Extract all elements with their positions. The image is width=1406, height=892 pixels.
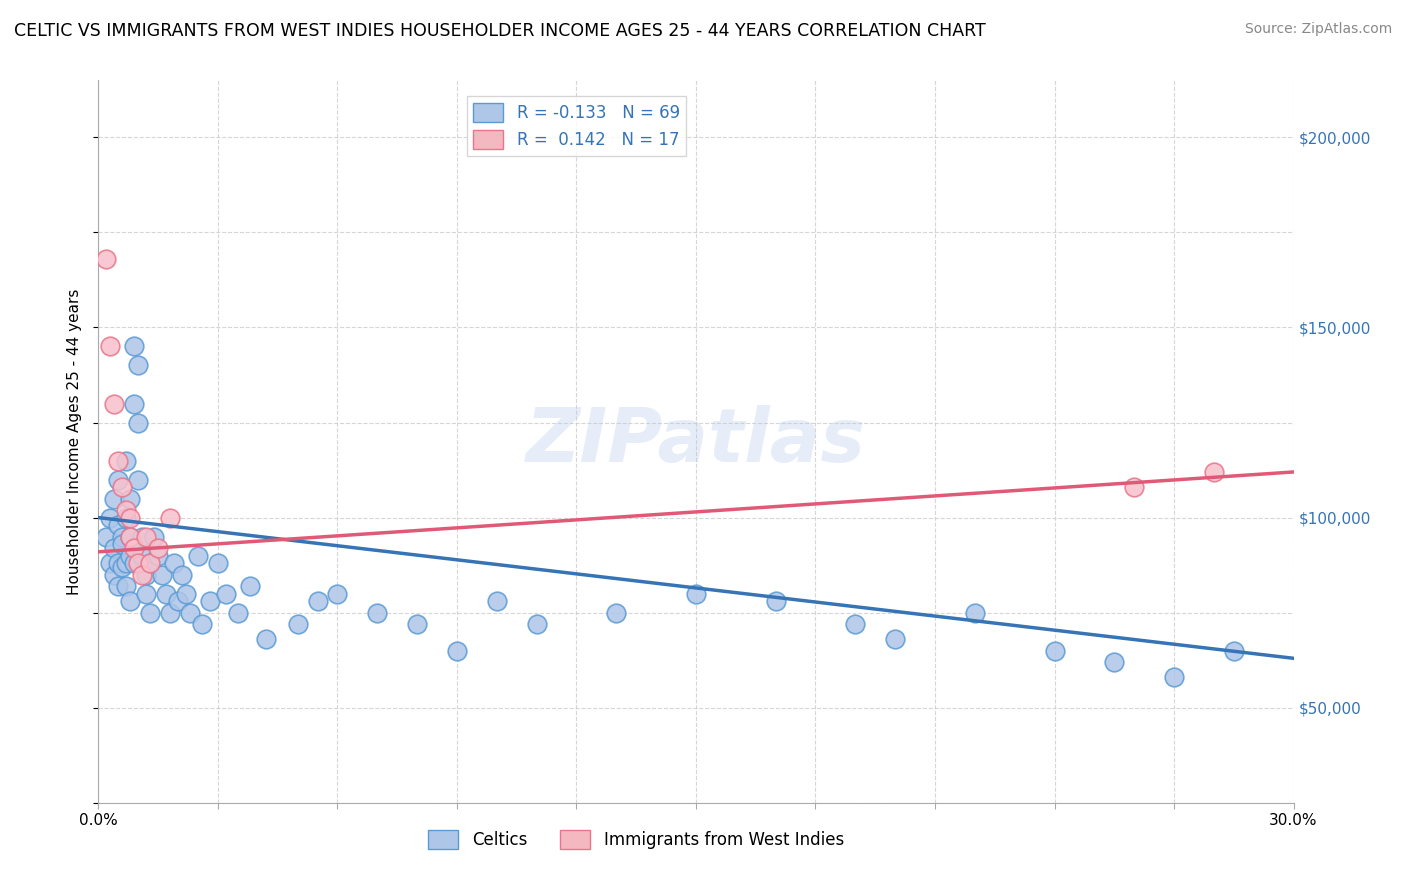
Point — [120, 530, 142, 544]
Point — [148, 541, 170, 555]
Point — [107, 473, 129, 487]
Point — [98, 510, 122, 524]
Point — [135, 567, 157, 582]
Point — [111, 480, 134, 494]
Point — [239, 579, 262, 593]
Point — [124, 541, 146, 555]
Point — [124, 339, 146, 353]
Point — [111, 537, 134, 551]
Point — [207, 556, 229, 570]
Point — [1202, 465, 1225, 479]
Point — [174, 587, 197, 601]
Point — [526, 617, 548, 632]
Point — [107, 579, 129, 593]
Point — [111, 530, 134, 544]
Legend: Celtics, Immigrants from West Indies: Celtics, Immigrants from West Indies — [422, 823, 851, 856]
Point — [103, 396, 125, 410]
Point — [143, 530, 166, 544]
Point — [120, 594, 142, 608]
Point — [111, 560, 134, 574]
Point — [159, 510, 181, 524]
Point — [366, 606, 388, 620]
Point — [127, 556, 149, 570]
Point — [139, 606, 162, 620]
Point — [485, 594, 508, 608]
Point — [326, 587, 349, 601]
Point — [884, 632, 907, 647]
Point — [167, 594, 190, 608]
Point — [179, 606, 201, 620]
Point — [150, 567, 173, 582]
Point — [1123, 480, 1146, 494]
Point — [98, 556, 122, 570]
Point — [765, 594, 787, 608]
Point — [605, 606, 627, 620]
Point — [115, 579, 138, 593]
Point — [406, 617, 429, 632]
Point — [131, 567, 153, 582]
Point — [127, 359, 149, 373]
Point — [159, 606, 181, 620]
Point — [124, 396, 146, 410]
Point — [844, 617, 866, 632]
Point — [131, 530, 153, 544]
Point — [226, 606, 249, 620]
Point — [215, 587, 238, 601]
Point — [963, 606, 986, 620]
Point — [103, 541, 125, 555]
Point — [107, 556, 129, 570]
Point — [120, 549, 142, 563]
Point — [1104, 655, 1126, 669]
Text: CELTIC VS IMMIGRANTS FROM WEST INDIES HOUSEHOLDER INCOME AGES 25 - 44 YEARS CORR: CELTIC VS IMMIGRANTS FROM WEST INDIES HO… — [14, 22, 986, 40]
Point — [131, 549, 153, 563]
Point — [155, 587, 177, 601]
Point — [124, 556, 146, 570]
Point — [120, 530, 142, 544]
Point — [115, 510, 138, 524]
Point — [139, 556, 162, 570]
Point — [148, 549, 170, 563]
Point — [139, 556, 162, 570]
Point — [127, 473, 149, 487]
Text: ZIPatlas: ZIPatlas — [526, 405, 866, 478]
Point — [446, 643, 468, 657]
Point — [307, 594, 329, 608]
Point — [163, 556, 186, 570]
Point — [172, 567, 194, 582]
Point — [1163, 670, 1185, 684]
Point — [254, 632, 277, 647]
Point — [198, 594, 221, 608]
Point — [685, 587, 707, 601]
Point — [115, 453, 138, 467]
Text: Source: ZipAtlas.com: Source: ZipAtlas.com — [1244, 22, 1392, 37]
Y-axis label: Householder Income Ages 25 - 44 years: Householder Income Ages 25 - 44 years — [67, 288, 83, 595]
Point — [120, 491, 142, 506]
Point — [103, 491, 125, 506]
Point — [107, 453, 129, 467]
Point — [115, 503, 138, 517]
Point — [191, 617, 214, 632]
Point — [107, 518, 129, 533]
Point — [98, 339, 122, 353]
Point — [96, 252, 118, 266]
Point — [127, 416, 149, 430]
Point — [1043, 643, 1066, 657]
Point — [103, 567, 125, 582]
Point — [1223, 643, 1246, 657]
Point — [96, 530, 118, 544]
Point — [187, 549, 209, 563]
Point — [120, 510, 142, 524]
Point — [135, 530, 157, 544]
Point — [135, 587, 157, 601]
Point — [287, 617, 309, 632]
Point — [115, 556, 138, 570]
